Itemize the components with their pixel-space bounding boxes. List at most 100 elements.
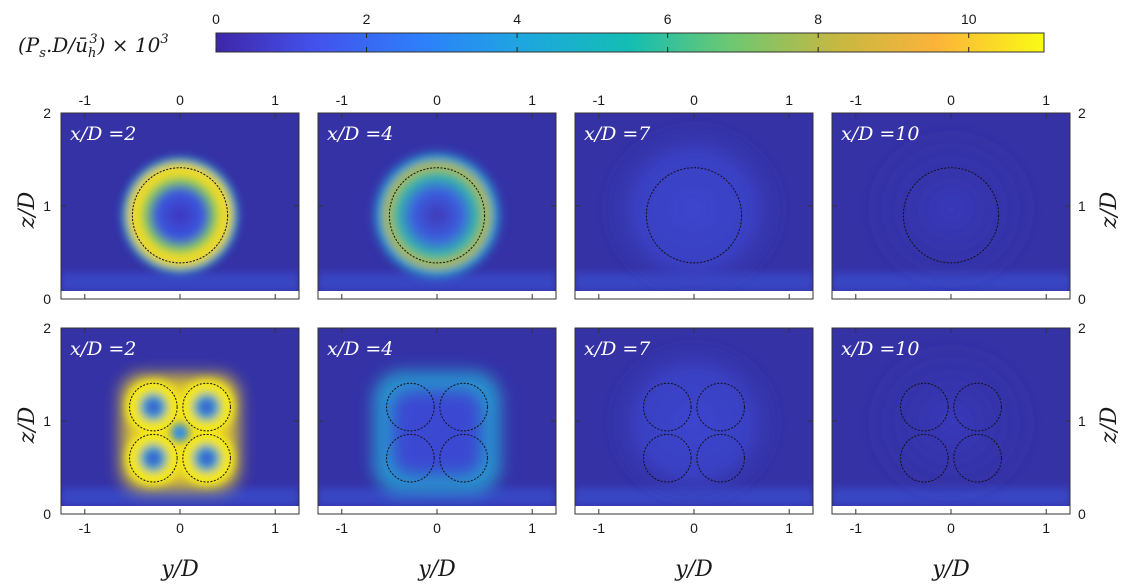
rotor-outline	[386, 433, 435, 483]
rotor-outline	[900, 433, 949, 483]
colorbar-ticks: 0 2 4 6 8 10	[212, 11, 977, 52]
colorbar-tick-label: 4	[513, 11, 521, 27]
xlabel-col2: y/D	[417, 557, 456, 582]
heatmap-rotor-wake	[176, 377, 237, 437]
heatmap-wake-core	[392, 390, 482, 475]
rotor-outline	[696, 433, 745, 483]
panel-label: x/D =4	[327, 123, 393, 145]
heatmap-field	[61, 328, 299, 514]
x-tick-label-top: -1	[79, 92, 92, 108]
rotor-outline	[129, 433, 178, 483]
panel-label: x/D =4	[327, 338, 393, 360]
colorbar-tick-label: 6	[664, 11, 672, 27]
x-tick-label-bottom: -1	[336, 520, 349, 536]
rotor-outline	[386, 382, 435, 432]
heatmap-field	[832, 328, 1070, 514]
x-tick-label-bottom: 0	[690, 520, 698, 536]
x-tick-label-top: 0	[433, 92, 441, 108]
panel-label: x/D =7	[584, 123, 651, 145]
xlabel-col3: y/D	[674, 557, 713, 582]
x-tick-label-top: -1	[850, 92, 863, 108]
rotor-outline	[696, 382, 745, 432]
x-tick-label-top: 0	[947, 92, 955, 108]
y-tick-label-right: 2	[1078, 320, 1086, 336]
panel-label: x/D =10	[841, 123, 920, 145]
rotor-outline	[182, 382, 231, 432]
xlabel-col1: y/D	[160, 557, 199, 582]
y-tick-label-left: 0	[43, 291, 51, 307]
heatmap-wake	[598, 118, 790, 299]
heatmap-field	[575, 113, 813, 299]
heatmap-panel: -1 0 1 0 1 2 x/D =10	[831, 92, 1086, 307]
heatmap-panel: -1 0 1 x/D =7	[574, 327, 814, 536]
ylabel-left-row2: z/D	[15, 406, 40, 444]
heatmap-rotor-wake	[176, 428, 237, 488]
y-tick-label-left: 1	[43, 413, 51, 429]
rotor-outline	[953, 433, 1002, 483]
rotor-outline	[129, 382, 178, 432]
rotor-outline	[182, 433, 231, 483]
heatmap-field	[61, 113, 299, 299]
rotor-outline	[645, 167, 743, 264]
heatmap-wake	[118, 153, 242, 278]
rotor-outline	[439, 433, 488, 483]
heatmap-wake	[860, 336, 1042, 509]
heatmap-wake	[860, 123, 1042, 296]
rotor-outline	[643, 433, 692, 483]
heatmap-panel: -1 0 1 0 1 2 x/D =2	[43, 92, 300, 307]
heatmap-panel: -1 0 1 0 1 2 x/D =10	[831, 320, 1086, 536]
y-tick-label-left: 1	[43, 198, 51, 214]
y-tick-label-right: 1	[1078, 198, 1086, 214]
heatmap-field	[832, 113, 1070, 299]
y-tick-label-right: 1	[1078, 413, 1086, 429]
panel-label: x/D =2	[70, 123, 136, 145]
y-tick-label-left: 2	[43, 105, 51, 121]
x-tick-label-bottom: 1	[785, 520, 793, 536]
xlabel-col4: y/D	[931, 557, 970, 582]
rotor-outline	[131, 167, 229, 264]
colorbar-tick-label: 8	[814, 11, 822, 27]
rotor-outline	[953, 382, 1002, 432]
x-tick-label-top: 1	[785, 92, 793, 108]
heatmap-ground-band	[61, 488, 299, 506]
x-tick-label-bottom: 0	[176, 520, 184, 536]
heatmap-rotor-wake	[123, 377, 184, 437]
heatmap-wake	[367, 146, 507, 285]
y-tick-label-left: 2	[43, 320, 51, 336]
heatmap-wake-center	[171, 424, 189, 441]
colorbar: (Ps.D/ūh3) × 103 0 2 4 6 8 10	[18, 11, 1045, 61]
panel-label: x/D =7	[584, 338, 651, 360]
colorbar-gradient	[215, 32, 1045, 53]
panel-label: x/D =2	[70, 338, 136, 360]
x-tick-label-bottom: 0	[947, 520, 955, 536]
panel-label: x/D =10	[841, 338, 920, 360]
heatmap-rotor-wake	[123, 428, 184, 488]
rotor-outline	[388, 167, 486, 264]
x-tick-label-top: 1	[1042, 92, 1050, 108]
x-tick-label-bottom: 0	[433, 520, 441, 536]
x-tick-label-top: 1	[271, 92, 279, 108]
x-tick-label-bottom: -1	[850, 520, 863, 536]
x-tick-label-top: 0	[690, 92, 698, 108]
x-tick-label-bottom: -1	[79, 520, 92, 536]
heatmap-panel: -1 0 1 0 1 2 x/D =2	[43, 320, 300, 536]
heatmap-field	[575, 328, 813, 514]
y-tick-label-right: 2	[1078, 105, 1086, 121]
y-tick-label-left: 0	[43, 506, 51, 522]
colorbar-title: (Ps.D/ūh3) × 103	[18, 32, 169, 61]
x-tick-label-top: -1	[336, 92, 349, 108]
panels: -1 0 1 0 1 2 x/D =2 -1 0 1 x/D =4 -1 0 1 x/D =7 -1 0 1 0 1 2…	[43, 92, 1086, 536]
x-tick-label-bottom: 1	[1042, 520, 1050, 536]
x-tick-label-top: -1	[593, 92, 606, 108]
ylabel-right-row1: z/D	[1097, 191, 1122, 229]
heatmap-panel: -1 0 1 x/D =7	[574, 92, 814, 300]
heatmap-panel: -1 0 1 x/D =4	[317, 327, 557, 536]
colorbar-tick-label: 2	[363, 11, 371, 27]
rotor-outline	[439, 382, 488, 432]
rotor-outline	[902, 167, 1000, 264]
x-tick-label-bottom: 1	[528, 520, 536, 536]
ylabel-right-row2: z/D	[1097, 406, 1122, 444]
x-tick-label-bottom: -1	[593, 520, 606, 536]
heatmap-ground-band	[61, 273, 299, 291]
